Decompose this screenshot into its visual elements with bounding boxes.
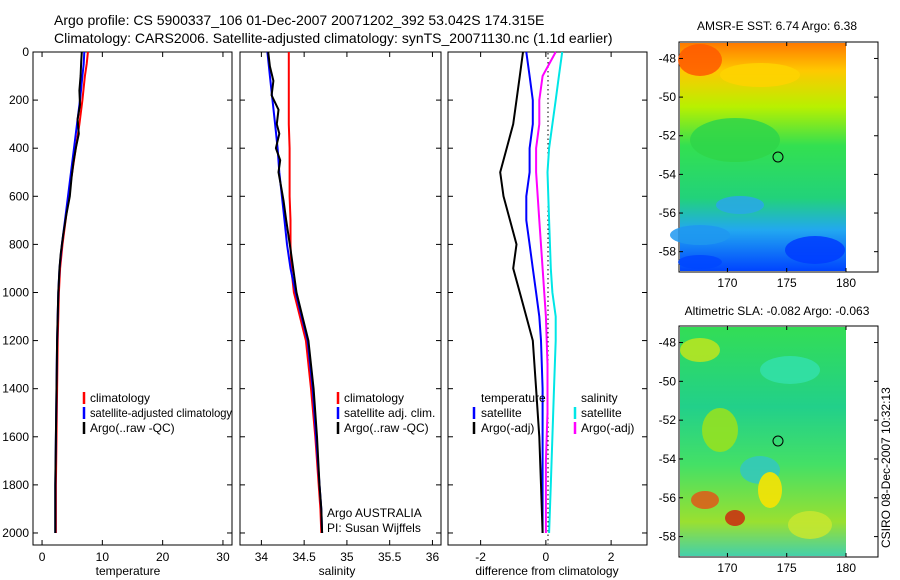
- legend-argo-label: Argo(..raw -QC): [344, 421, 429, 435]
- series-argo: [267, 51, 324, 534]
- difference-legend-temperature: temperature satellite Argo(-adj): [472, 391, 546, 435]
- map-y-tick-label: -56: [659, 206, 677, 220]
- series-sal-satellite: [546, 51, 564, 534]
- difference-panel: -2 0 2 difference from climatology tempera…: [447, 51, 648, 578]
- x-tick-label: 0: [39, 550, 46, 564]
- difference-legend-salinity: salinity satellite Argo(-adj): [573, 391, 634, 435]
- x-tick-label: 2: [608, 550, 615, 564]
- map-y-tick-label: -54: [659, 452, 677, 466]
- legend-climatology-label: climatology: [90, 391, 150, 405]
- sla-map-title: Altimetric SLA: -0.082 Argo: -0.063: [685, 304, 870, 318]
- map-y-tick-label: -48: [659, 51, 677, 65]
- legend-salinity-heading: salinity: [581, 391, 618, 405]
- x-tick-label: 30: [216, 550, 230, 564]
- y-tick-label: 1200: [2, 334, 29, 348]
- map-y-tick-label: -58: [659, 530, 677, 544]
- salinity-annotation-line2: PI: Susan Wijffels: [327, 521, 421, 535]
- temperature-legend: climatology satellite-adjusted climatolo…: [82, 391, 232, 435]
- salinity-axes-box: [239, 51, 442, 546]
- map-x-tick-label: 175: [777, 276, 797, 290]
- x-tick-label: 34: [255, 550, 269, 564]
- salinity-legend: climatology satellite adj. clim. Argo(..…: [336, 391, 435, 435]
- x-tick-label: 35.5: [378, 550, 402, 564]
- x-tick-label: 10: [96, 550, 110, 564]
- figure-title-line1: Argo profile: CS 5900337_106 01-Dec-2007…: [54, 12, 544, 28]
- map-y-tick-label: -50: [659, 374, 677, 388]
- figure-title-line2: Climatology: CARS2006. Satellite-adjuste…: [54, 30, 612, 46]
- legend-satellite-label: satellite adj. clim.: [344, 406, 435, 420]
- x-tick-label: 20: [156, 550, 170, 564]
- y-tick-label: 1600: [2, 430, 29, 444]
- y-tick-label: 600: [9, 189, 29, 203]
- map-y-tick-label: -48: [659, 336, 677, 350]
- x-tick-label: -2: [475, 550, 486, 564]
- y-tick-label: 800: [9, 237, 29, 251]
- x-tick-label: 35: [340, 550, 354, 564]
- y-tick-label: 0: [22, 45, 29, 59]
- legend-sal-argo-label: Argo(-adj): [581, 421, 634, 435]
- x-tick-label: 0: [543, 550, 550, 564]
- map-x-tick-label: 170: [717, 561, 737, 575]
- legend-temp-satellite-label: satellite: [481, 406, 522, 420]
- x-tick-label: 34.5: [292, 550, 316, 564]
- temperature-axes-box: [32, 51, 233, 546]
- y-tick-label: 400: [9, 141, 29, 155]
- y-tick-label: 200: [9, 93, 29, 107]
- temperature-panel: 0 10 20 30 0 200 400 600 800 1000 1200 1400 1600 1800…: [2, 45, 233, 578]
- sst-map-title: AMSR-E SST: 6.74 Argo: 6.38: [697, 19, 857, 33]
- map-x-tick-label: 180: [836, 561, 856, 575]
- y-tick-label: 1400: [2, 382, 29, 396]
- difference-xlabel: difference from climatology: [475, 564, 618, 578]
- legend-temp-argo-label: Argo(-adj): [481, 421, 534, 435]
- y-tick-label: 2000: [2, 526, 29, 540]
- y-tick-label: 1000: [2, 285, 29, 299]
- map-y-tick-label: -56: [659, 491, 677, 505]
- series-sal-argo: [535, 51, 557, 533]
- legend-argo-label: Argo(..raw -QC): [90, 421, 175, 435]
- salinity-xlabel: salinity: [319, 564, 356, 578]
- sst-map: AMSR-E SST: 6.74 Argo: 6.38 170 175 180 -48…: [659, 19, 879, 290]
- sst-argo-location-marker: [772, 151, 784, 163]
- series-temp-argo: [499, 51, 544, 534]
- legend-satellite-label: satellite-adjusted climatology: [90, 406, 232, 420]
- sla-argo-location-marker: [772, 435, 784, 447]
- sla-map: Altimetric SLA: -0.082 Argo: -0.063 170 1…: [659, 304, 879, 575]
- legend-temperature-heading: temperature: [481, 391, 546, 405]
- map-y-tick-label: -54: [659, 167, 677, 181]
- sst-map-texture: [670, 44, 845, 269]
- map-x-tick-label: 175: [777, 561, 797, 575]
- map-x-tick-label: 180: [836, 276, 856, 290]
- salinity-annotation-line1: Argo AUSTRALIA: [327, 506, 422, 520]
- sla-map-texture: [680, 338, 832, 539]
- legend-sal-satellite-label: satellite: [581, 406, 622, 420]
- series-argo: [54, 51, 83, 533]
- map-y-tick-label: -52: [659, 413, 677, 427]
- series-temp-satellite: [525, 51, 544, 533]
- side-timestamp: CSIRO 08-Dec-2007 10:32:13: [879, 387, 893, 548]
- map-y-tick-label: -50: [659, 90, 677, 104]
- legend-climatology-label: climatology: [344, 391, 404, 405]
- temperature-xlabel: temperature: [96, 564, 161, 578]
- map-y-tick-label: -52: [659, 129, 677, 143]
- salinity-panel: 34 34.5 35 35.5 36 salinity climatology sate…: [239, 51, 442, 578]
- map-x-tick-label: 170: [717, 276, 737, 290]
- map-y-tick-label: -58: [659, 245, 677, 259]
- y-tick-label: 1800: [2, 478, 29, 492]
- x-tick-label: 36: [426, 550, 440, 564]
